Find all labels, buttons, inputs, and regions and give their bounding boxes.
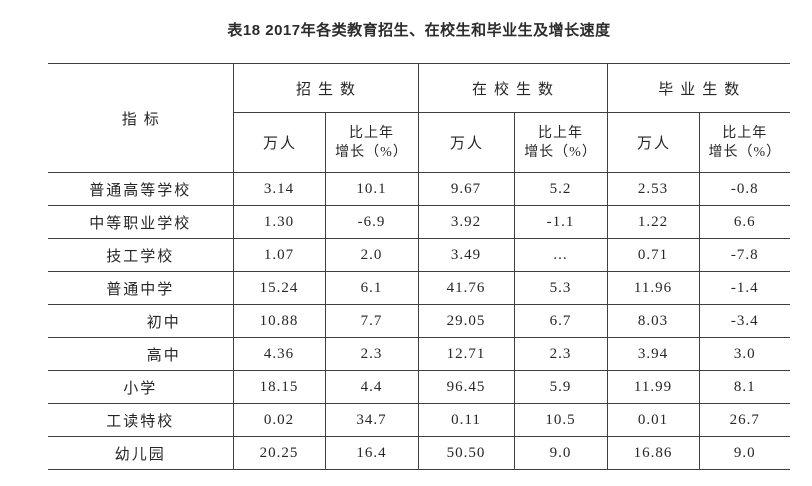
value-cell: 2.3 — [513, 337, 608, 371]
indicator-cell: 初中 — [48, 304, 234, 338]
value-cell: 5.3 — [513, 271, 608, 305]
value-cell: 34.7 — [324, 403, 419, 437]
table-row: 中等职业学校 1.30 -6.9 3.92 -1.1 1.22 6.6 — [48, 205, 791, 239]
value-cell: 41.76 — [417, 271, 515, 305]
value-cell: 18.15 — [232, 370, 326, 404]
value-cell: -1.1 — [513, 205, 608, 239]
value-cell: 6.6 — [698, 205, 791, 239]
subheader-enrollment-unit: 万人 — [232, 112, 326, 173]
header-group-row: 指标 招生数 在校生数 毕业生数 — [48, 63, 791, 173]
value-cell: 5.2 — [513, 172, 608, 206]
table-row: 普通中学 15.24 6.1 41.76 5.3 11.96 -1.4 — [48, 271, 791, 305]
value-cell: 3.94 — [606, 337, 700, 371]
value-cell: 1.07 — [232, 238, 326, 272]
table-row: 幼儿园 20.25 16.4 50.50 9.0 16.86 9.0 — [48, 436, 791, 470]
value-cell: 5.9 — [513, 370, 608, 404]
subheader-enrollment-growth: 比上年 增长（%） — [324, 112, 419, 173]
value-cell: 10.88 — [232, 304, 326, 338]
value-cell: 2.0 — [324, 238, 419, 272]
table-row: 工读特校 0.02 34.7 0.11 10.5 0.01 26.7 — [48, 403, 791, 437]
value-cell: 16.86 — [606, 436, 700, 470]
value-cell: 0.11 — [417, 403, 515, 437]
value-cell: 3.0 — [698, 337, 791, 371]
value-cell: 10.1 — [324, 172, 419, 206]
value-cell: -0.8 — [698, 172, 791, 206]
value-cell: 3.14 — [232, 172, 326, 206]
value-cell: 8.03 — [606, 304, 700, 338]
value-cell: 16.4 — [324, 436, 419, 470]
value-cell: 0.71 — [606, 238, 700, 272]
value-cell: 1.30 — [232, 205, 326, 239]
value-cell: 15.24 — [232, 271, 326, 305]
value-cell: 7.7 — [324, 304, 419, 338]
value-cell: -1.4 — [698, 271, 791, 305]
value-cell: -7.8 — [698, 238, 791, 272]
subheader-students-unit: 万人 — [417, 112, 515, 173]
indicator-cell: 技工学校 — [48, 238, 234, 272]
value-cell: 3.92 — [417, 205, 515, 239]
value-cell: 8.1 — [698, 370, 791, 404]
indicator-cell: 工读特校 — [48, 403, 234, 437]
education-stats-table: 指标 招生数 在校生数 毕业生数 万人 比上年 增长（%） 万人 比上年 增长（… — [48, 63, 791, 470]
value-cell: 96.45 — [417, 370, 515, 404]
subheader-graduates-unit: 万人 — [606, 112, 700, 173]
group-header-students: 在校生数 — [417, 63, 608, 113]
value-cell: 6.1 — [324, 271, 419, 305]
indicator-cell: 普通高等学校 — [48, 172, 234, 206]
value-cell: 9.0 — [513, 436, 608, 470]
value-cell: 50.50 — [417, 436, 515, 470]
value-cell: 0.02 — [232, 403, 326, 437]
group-header-enrollment: 招生数 — [232, 63, 419, 113]
value-cell: 2.3 — [324, 337, 419, 371]
value-cell: 1.22 — [606, 205, 700, 239]
value-cell: 9.67 — [417, 172, 515, 206]
value-cell: 12.71 — [417, 337, 515, 371]
value-cell: 0.01 — [606, 403, 700, 437]
value-cell: 6.7 — [513, 304, 608, 338]
subheader-graduates-growth: 比上年 增长（%） — [698, 112, 791, 173]
indicator-cell: 高中 — [48, 337, 234, 371]
indicator-cell: 小学 — [48, 370, 234, 404]
indicator-cell: 幼儿园 — [48, 436, 234, 470]
value-cell: -6.9 — [324, 205, 419, 239]
indicator-cell: 普通中学 — [48, 271, 234, 305]
value-cell: 3.49 — [417, 238, 515, 272]
value-cell: 4.4 — [324, 370, 419, 404]
value-cell: 2.53 — [606, 172, 700, 206]
value-cell: 4.36 — [232, 337, 326, 371]
value-cell: -3.4 — [698, 304, 791, 338]
value-cell: 11.96 — [606, 271, 700, 305]
value-cell: 9.0 — [698, 436, 791, 470]
subheader-students-growth: 比上年 增长（%） — [513, 112, 608, 173]
indicator-cell: 中等职业学校 — [48, 205, 234, 239]
value-cell: 26.7 — [698, 403, 791, 437]
table-row: 技工学校 1.07 2.0 3.49 ... 0.71 -7.8 — [48, 238, 791, 272]
value-cell: 11.99 — [606, 370, 700, 404]
page-title: 表18 2017年各类教育招生、在校生和毕业生及增长速度 — [227, 22, 611, 39]
table-row: 小学 18.15 4.4 96.45 5.9 11.99 8.1 — [48, 370, 791, 404]
table-row: 初中 10.88 7.7 29.05 6.7 8.03 -3.4 — [48, 304, 791, 338]
header-sub-row: 万人 比上年 增长（%） 万人 比上年 增长（%） 万人 比上年 增长（%） — [48, 112, 791, 173]
group-header-graduates: 毕业生数 — [606, 63, 791, 113]
table-row: 普通高等学校 3.14 10.1 9.67 5.2 2.53 -0.8 — [48, 172, 791, 206]
table-row: 高中 4.36 2.3 12.71 2.3 3.94 3.0 — [48, 337, 791, 371]
corner-header-cell: 指标 — [48, 63, 234, 173]
value-cell: 20.25 — [232, 436, 326, 470]
value-cell: 29.05 — [417, 304, 515, 338]
value-cell: ... — [513, 238, 608, 272]
value-cell: 10.5 — [513, 403, 608, 437]
